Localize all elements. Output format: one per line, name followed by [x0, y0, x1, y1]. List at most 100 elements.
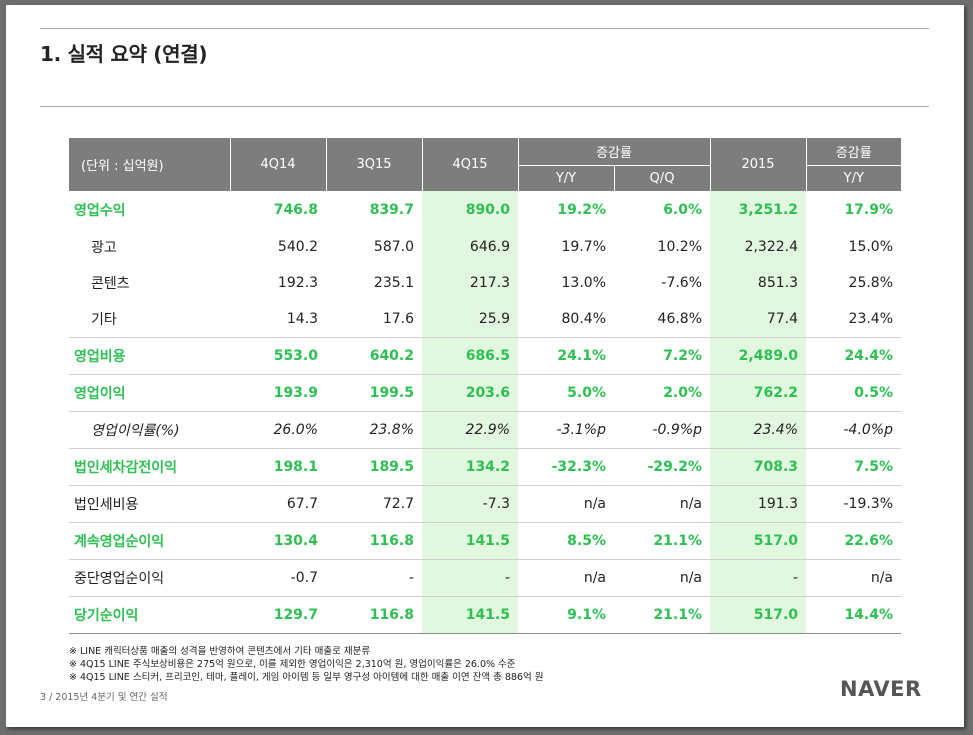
cell-2015: 762.2 [710, 374, 807, 412]
cell-qq: -7.6% [661, 275, 703, 291]
row-label: 법인세비용 [69, 485, 230, 523]
cell-2015-yy: -4.0%p [806, 411, 902, 449]
table-row: 영업이익률(%) 26.0% 23.8% 22.9% -3.1%p -0.9%p… [69, 411, 902, 449]
cell-4q14: 130.4 [230, 522, 326, 560]
table-row: 콘텐츠 192.3 235.1 217.3 13.0% -7.6% 851.3 … [69, 265, 901, 301]
row-label: 영업수익 [74, 203, 126, 219]
cell-4q14: 14.3 [230, 301, 326, 338]
row-label: 중단영업순이익 [69, 559, 230, 597]
cell-2015: 2,489.0 [710, 337, 807, 375]
cell-yy: 24.1% [518, 337, 614, 375]
row-label: 영업비용 [69, 337, 230, 375]
table-row: 계속영업순이익 130.4 116.8 141.5 8.5% 21.1% 517… [69, 522, 902, 560]
header-3q15: 3Q15 [326, 138, 423, 191]
row-label: 법인세차감전이익 [69, 448, 230, 486]
cell-2015: 708.3 [710, 448, 807, 486]
footnote: ※ 4Q15 LINE 스티커, 프리코인, 테마, 플레이, 게임 아이템 등… [69, 672, 544, 683]
cell-4q15: 686.5 [422, 337, 518, 375]
header-yy-2015: Y/Y [806, 164, 902, 191]
cell-4q15: - [422, 559, 518, 597]
cell-yy: n/a [518, 559, 614, 597]
footnotes: ※ LINE 캐릭터상품 매출의 성격을 반영하여 콘텐츠에서 기타 매출로 재… [69, 645, 543, 684]
page-footer: 3 / 2015년 4분기 및 연간 실적 [40, 692, 168, 703]
cell-qq: n/a [614, 485, 711, 523]
cell-4q15: -7.3 [422, 485, 518, 523]
table-row: 당기순이익 129.7 116.8 141.5 9.1% 21.1% 517.0… [69, 596, 902, 634]
table-row: 영업비용 553.0 640.2 686.5 24.1% 7.2% 2,489.… [69, 337, 902, 375]
cell-2015-yy: 0.5% [806, 374, 902, 412]
cell-2015: 517.0 [710, 596, 807, 634]
cell-yy: 5.0% [518, 374, 614, 412]
cell-4q15: 890.0 [422, 191, 518, 229]
cell-4q14: -0.7 [230, 559, 326, 597]
cell-2015: 23.4% [710, 411, 807, 449]
cell-qq: -0.9%p [614, 411, 711, 449]
header-qq: Q/Q [614, 164, 711, 191]
row-label: 기타 [69, 301, 230, 338]
cell-4q14: 540.2 [277, 239, 318, 255]
cell-2015-yy: 17.9% [844, 202, 894, 218]
cell-yy: 8.5% [518, 522, 614, 560]
cell-2015-yy: -19.3% [806, 485, 902, 523]
cell-2015: 191.3 [710, 485, 807, 523]
cell-2015: - [710, 559, 807, 597]
slide: 1. 실적 요약 (연결) (단위 : 십억원) 4Q14 3Q15 4Q15 … [6, 5, 964, 727]
table-row: 법인세비용 67.7 72.7 -7.3 n/a n/a 191.3 -19.3… [69, 485, 902, 523]
header-4q14: 4Q14 [230, 138, 327, 191]
table-row: 영업수익 746.8 839.7 890.0 19.2% 6.0% 3,251.… [69, 191, 901, 229]
cell-2015-yy: n/a [806, 559, 902, 597]
header-change-group-2015: 증감률 [806, 138, 902, 165]
cell-yy: -3.1%p [518, 411, 614, 449]
cell-3q15: 199.5 [326, 374, 422, 412]
cell-4q14: 193.9 [230, 374, 326, 412]
row-label: 영업이익 [69, 374, 230, 412]
cell-2015: 77.4 [710, 301, 807, 338]
cell-2015-yy: 25.8% [848, 275, 894, 291]
cell-2015: 517.0 [710, 522, 807, 560]
header-change-group: 증감률 [518, 138, 711, 165]
cell-yy: 80.4% [518, 301, 614, 338]
row-label: 콘텐츠 [91, 276, 130, 292]
cell-3q15: 235.1 [373, 275, 414, 291]
table-row: 광고 540.2 587.0 646.9 19.7% 10.2% 2,322.4… [69, 229, 901, 265]
cell-qq: 21.1% [614, 522, 711, 560]
table-row: 법인세차감전이익 198.1 189.5 134.2 -32.3% -29.2%… [69, 448, 902, 486]
cell-3q15: 189.5 [326, 448, 422, 486]
cell-yy: 19.2% [557, 202, 606, 218]
cell-4q14: 553.0 [230, 337, 326, 375]
cell-2015-yy: 24.4% [806, 337, 902, 375]
cell-4q15: 141.5 [422, 596, 518, 634]
cell-4q15: 646.9 [422, 229, 518, 265]
cell-4q14: 198.1 [230, 448, 326, 486]
cell-qq: 46.8% [614, 301, 711, 338]
cell-yy: -32.3% [518, 448, 614, 486]
cell-yy: 9.1% [518, 596, 614, 634]
table-row: 영업이익 193.9 199.5 203.6 5.0% 2.0% 762.2 0… [69, 374, 902, 412]
cell-3q15: 640.2 [326, 337, 422, 375]
cell-2015-yy: 22.6% [806, 522, 902, 560]
header-unit: (단위 : 십억원) [69, 138, 231, 191]
cell-2015-yy: 15.0% [848, 239, 894, 255]
cell-4q14: 26.0% [230, 411, 326, 449]
cell-qq: 10.2% [657, 239, 703, 255]
table-row: 기타 14.3 17.6 25.9 80.4% 46.8% 77.4 23.4% [69, 301, 902, 338]
cell-4q14: 129.7 [230, 596, 326, 634]
cell-4q15: 22.9% [422, 411, 518, 449]
cell-3q15: 72.7 [326, 485, 422, 523]
cell-3q15: 587.0 [373, 239, 414, 255]
cell-qq: 21.1% [614, 596, 711, 634]
cell-yy: 13.0% [561, 275, 606, 291]
cell-3q15: 23.8% [326, 411, 422, 449]
cell-4q15: 25.9 [422, 301, 518, 338]
cell-2015: 851.3 [710, 265, 807, 301]
cell-yy: n/a [518, 485, 614, 523]
cell-qq: 2.0% [614, 374, 711, 412]
cell-qq: -29.2% [614, 448, 711, 486]
cell-4q14: 746.8 [273, 202, 318, 218]
footnote: ※ LINE 캐릭터상품 매출의 성격을 반영하여 콘텐츠에서 기타 매출로 재… [69, 646, 371, 657]
header-2015: 2015 [710, 138, 807, 191]
cell-2015: 2,322.4 [710, 229, 807, 265]
cell-4q14: 67.7 [230, 485, 326, 523]
cell-qq: n/a [614, 559, 711, 597]
header-4q15: 4Q15 [422, 138, 519, 191]
